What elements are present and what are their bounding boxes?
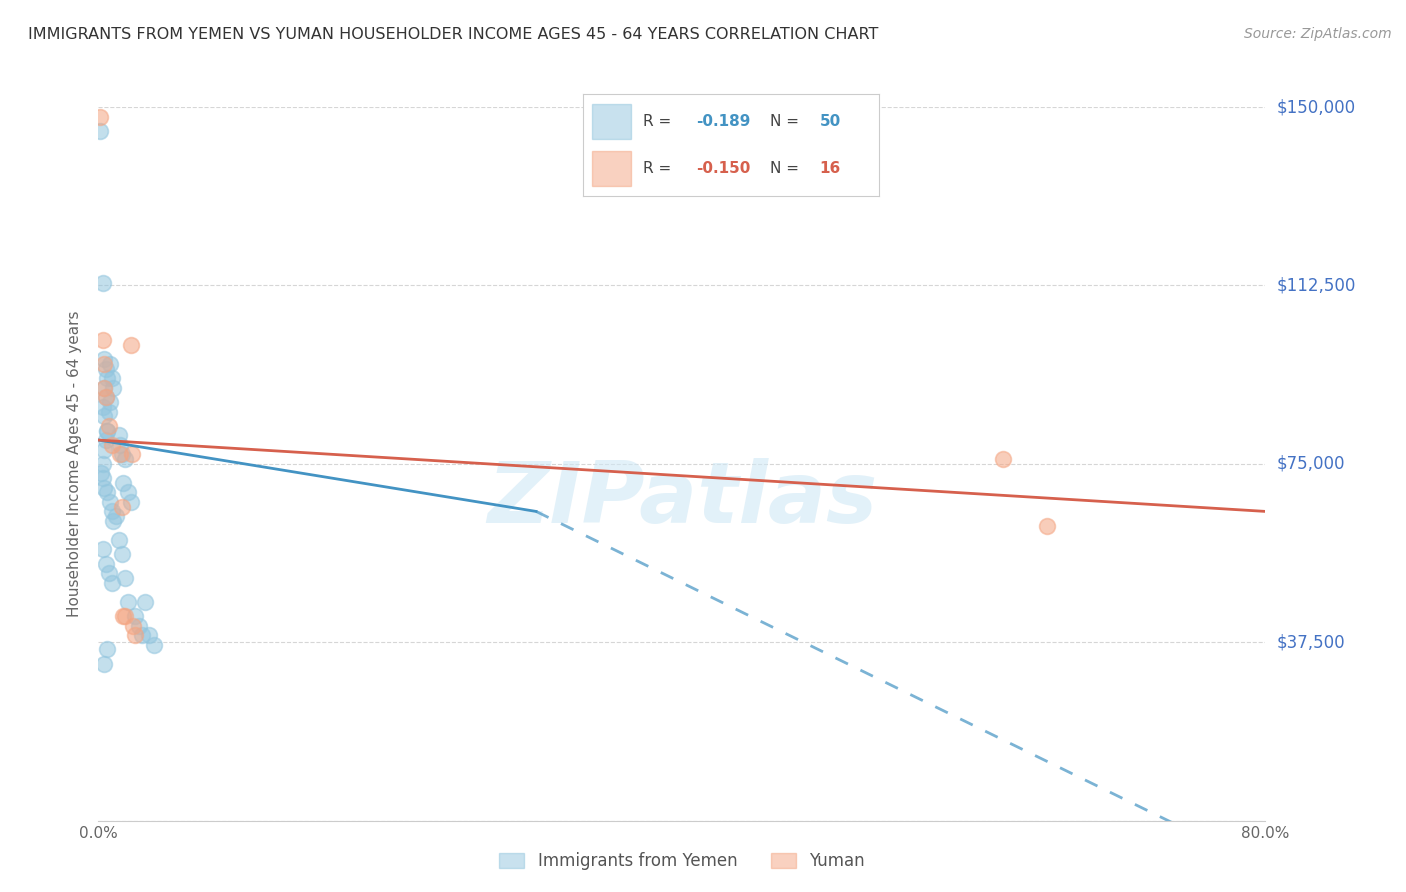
- Point: [91, 471, 114, 485]
- Legend: Immigrants from Yemen, Yuman: Immigrants from Yemen, Yuman: [492, 846, 872, 877]
- Point: [112, 609, 135, 624]
- Point: [97, 566, 120, 581]
- Point: [138, 628, 160, 642]
- Point: [108, 533, 131, 547]
- Point: [124, 628, 146, 642]
- Point: [94, 390, 117, 404]
- Point: [110, 447, 132, 461]
- Point: [93, 357, 115, 371]
- Point: [120, 338, 142, 352]
- Point: [117, 595, 139, 609]
- Point: [91, 457, 114, 471]
- Text: R =: R =: [643, 114, 676, 128]
- Point: [91, 276, 114, 290]
- Point: [112, 475, 135, 490]
- Point: [97, 418, 120, 433]
- Point: [124, 609, 146, 624]
- Bar: [592, 151, 631, 186]
- Point: [101, 381, 124, 395]
- Point: [120, 495, 142, 509]
- Point: [91, 542, 114, 557]
- Point: [93, 381, 115, 395]
- Point: [93, 657, 115, 671]
- Point: [94, 557, 117, 571]
- Point: [94, 390, 117, 404]
- Point: [122, 618, 145, 632]
- Point: [142, 638, 165, 652]
- Point: [93, 409, 115, 424]
- Point: [96, 642, 118, 657]
- Text: Source: ZipAtlas.com: Source: ZipAtlas.com: [1244, 27, 1392, 41]
- Point: [90, 467, 112, 481]
- Point: [93, 442, 115, 457]
- Text: -0.189: -0.189: [696, 114, 749, 128]
- Text: 50: 50: [820, 114, 841, 128]
- Text: IMMIGRANTS FROM YEMEN VS YUMAN HOUSEHOLDER INCOME AGES 45 - 64 YEARS CORRELATION: IMMIGRANTS FROM YEMEN VS YUMAN HOUSEHOLD…: [28, 27, 879, 42]
- Point: [111, 500, 134, 514]
- Point: [89, 110, 111, 124]
- Text: $75,000: $75,000: [1277, 455, 1346, 473]
- Point: [128, 618, 150, 632]
- Point: [93, 381, 115, 395]
- Point: [100, 504, 122, 518]
- Text: $150,000: $150,000: [1277, 98, 1355, 116]
- Text: $112,500: $112,500: [1277, 277, 1355, 294]
- Point: [991, 452, 1014, 467]
- Text: N =: N =: [769, 161, 803, 176]
- Point: [93, 481, 115, 495]
- Point: [94, 361, 117, 376]
- Text: -0.150: -0.150: [696, 161, 749, 176]
- Bar: [592, 104, 631, 139]
- Point: [91, 400, 114, 414]
- Point: [121, 447, 143, 461]
- Point: [96, 485, 118, 500]
- Point: [91, 333, 114, 347]
- Point: [117, 485, 139, 500]
- Point: [96, 424, 118, 438]
- Text: N =: N =: [769, 114, 803, 128]
- Point: [104, 509, 127, 524]
- Point: [111, 447, 134, 461]
- Point: [114, 571, 136, 585]
- Point: [110, 438, 132, 452]
- Point: [114, 609, 136, 624]
- Point: [97, 404, 120, 418]
- Point: [131, 628, 153, 642]
- Point: [100, 575, 122, 590]
- Point: [100, 371, 122, 385]
- Point: [101, 514, 124, 528]
- Point: [108, 428, 131, 442]
- Point: [98, 357, 121, 371]
- Point: [1035, 518, 1057, 533]
- Text: R =: R =: [643, 161, 676, 176]
- Point: [98, 495, 121, 509]
- Text: $37,500: $37,500: [1277, 633, 1346, 651]
- Point: [94, 433, 117, 447]
- Point: [114, 452, 136, 467]
- Point: [98, 395, 121, 409]
- Point: [100, 438, 122, 452]
- Point: [93, 352, 115, 367]
- Text: 16: 16: [820, 161, 841, 176]
- Point: [111, 547, 134, 561]
- Y-axis label: Householder Income Ages 45 - 64 years: Householder Income Ages 45 - 64 years: [67, 310, 83, 617]
- Point: [134, 595, 156, 609]
- Point: [96, 371, 118, 385]
- Text: ZIPatlas: ZIPatlas: [486, 458, 877, 541]
- Point: [89, 124, 111, 138]
- Point: [96, 424, 118, 438]
